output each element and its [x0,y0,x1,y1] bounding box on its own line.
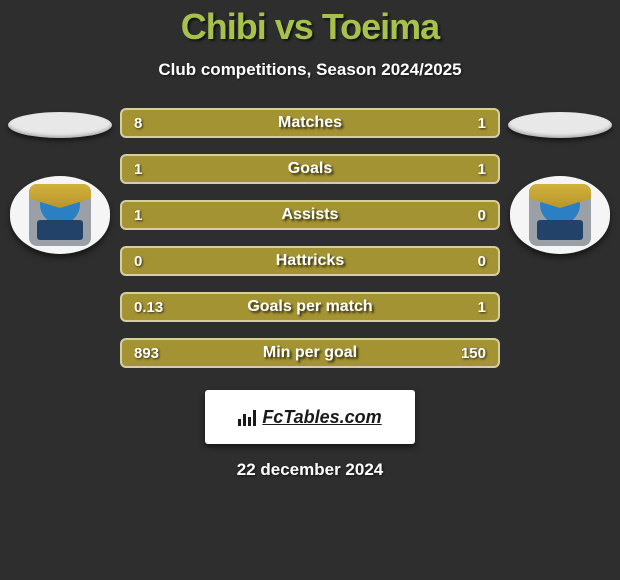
right-player-col [500,108,620,254]
left-club-badge [10,176,110,254]
left-player-col [0,108,120,254]
stat-label: Hattricks [122,252,498,270]
stat-left: 0.13 [134,299,163,316]
page-title: Chibi vs Toeima [0,6,620,48]
stat-right: 0 [478,207,486,224]
right-club-badge [510,176,610,254]
stat-left: 1 [134,161,142,178]
player-placeholder-icon [508,112,612,138]
stat-right: 1 [478,115,486,132]
stat-right: 0 [478,253,486,270]
stat-left: 893 [134,345,159,362]
stat-right: 1 [478,161,486,178]
stat-label: Goals [122,160,498,178]
brand-link[interactable]: FcTables.com [205,390,415,444]
stat-right: 150 [461,345,486,362]
subtitle: Club competitions, Season 2024/2025 [0,60,620,80]
player-placeholder-icon [8,112,112,138]
stat-row: 0 Hattricks 0 [120,246,500,276]
date-text: 22 december 2024 [0,460,620,480]
stat-rows: 8 Matches 1 1 Goals 1 1 Assists 0 0 Hatt… [120,108,500,368]
stat-label: Assists [122,206,498,224]
stat-label: Min per goal [122,344,498,362]
club-crest-icon [529,184,591,246]
comparison-panel: 8 Matches 1 1 Goals 1 1 Assists 0 0 Hatt… [0,108,620,368]
stat-left: 0 [134,253,142,270]
brand-text: FcTables.com [262,407,381,428]
stat-left: 1 [134,207,142,224]
stat-label: Goals per match [122,298,498,316]
stat-right: 1 [478,299,486,316]
stat-row: 893 Min per goal 150 [120,338,500,368]
club-crest-icon [29,184,91,246]
stat-row: 0.13 Goals per match 1 [120,292,500,322]
bar-chart-icon [238,408,256,426]
stat-row: 1 Assists 0 [120,200,500,230]
stat-row: 8 Matches 1 [120,108,500,138]
stat-row: 1 Goals 1 [120,154,500,184]
stat-left: 8 [134,115,142,132]
stat-label: Matches [122,114,498,132]
